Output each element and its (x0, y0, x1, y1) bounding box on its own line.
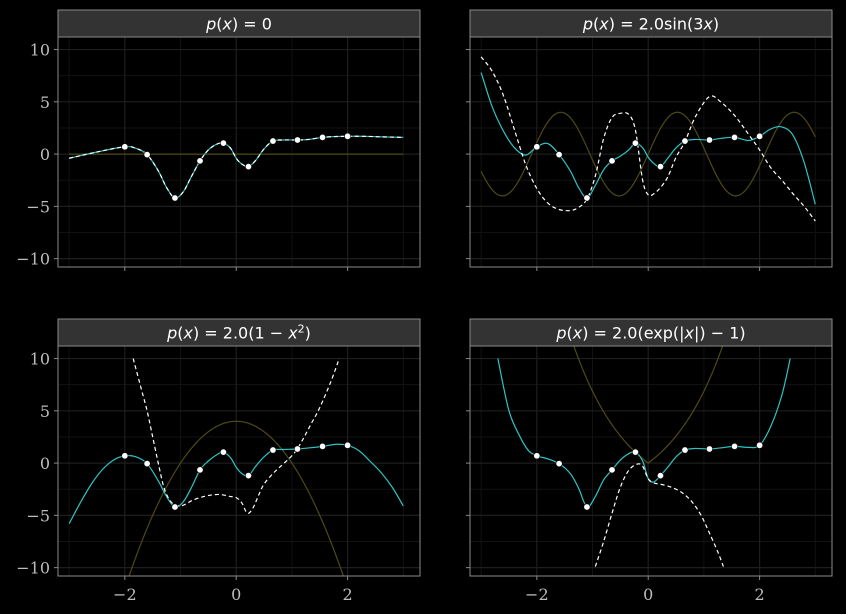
facet-strip (57, 318, 421, 347)
facet-title: p(x) = 0 (205, 15, 272, 34)
x-tick-label: 2 (755, 585, 765, 604)
data-point (705, 136, 713, 144)
plot-area (58, 346, 420, 576)
data-point (121, 452, 129, 460)
x-tick-label: 2 (343, 585, 353, 604)
data-point (681, 137, 689, 145)
panel-border (469, 345, 833, 577)
prior-curve (573, 346, 724, 464)
y-tick-label: −10 (16, 250, 50, 269)
data-point (756, 441, 764, 449)
data-point (681, 446, 689, 454)
facet-title: p(x) = 2.0sin(3x) (582, 15, 719, 34)
fit-curve (68, 443, 404, 525)
data-point (143, 151, 151, 159)
data-point (293, 136, 301, 144)
facet-panel-2: p(x) = 2.0sin(3x) (466, 9, 833, 271)
panel-border (469, 36, 833, 268)
data-point (656, 472, 664, 480)
facet-panel-4: p(x) = 2.0(exp(|x|) − 1) −2 0 2 (466, 318, 833, 604)
target-dashed-curve (594, 463, 724, 567)
data-point (533, 143, 541, 151)
data-point (555, 460, 563, 468)
x-tick-label: −2 (525, 585, 549, 604)
facet-panel-1: p(x) = 0 −10 −5 0 5 10 (16, 9, 421, 271)
data-point (344, 441, 352, 449)
data-point (319, 442, 327, 450)
data-point (171, 503, 179, 511)
x-tick-label: 0 (231, 585, 241, 604)
data-point (608, 466, 616, 474)
data-point (608, 157, 616, 165)
y-tick-label: −5 (26, 506, 50, 525)
data-point (143, 460, 151, 468)
data-point (583, 194, 591, 202)
data-point (269, 137, 277, 145)
facet-strip (469, 318, 833, 347)
data-point (705, 445, 713, 453)
prior-curve (128, 420, 344, 576)
prior-curve (480, 111, 816, 197)
y-tick-label: 10 (30, 41, 50, 60)
data-point (121, 143, 129, 151)
data-point (171, 194, 179, 202)
facet-title: p(x) = 2.0(exp(|x|) − 1) (555, 324, 745, 343)
plot-area (470, 346, 832, 576)
plot-area (58, 37, 420, 267)
facet-strip (469, 9, 833, 38)
y-tick-label: 0 (40, 145, 50, 164)
data-point (731, 442, 739, 450)
data-point (533, 452, 541, 460)
data-point (631, 139, 639, 147)
data-point (293, 445, 301, 453)
data-point (219, 139, 227, 147)
panel-border (57, 345, 421, 577)
facet-title: p(x) = 2.0(1 − x2) (166, 322, 311, 343)
data-point (756, 132, 764, 140)
data-point (319, 133, 327, 141)
y-tick-label: 5 (40, 402, 50, 421)
y-tick-label: 5 (40, 93, 50, 112)
plot-area (470, 37, 832, 267)
y-tick-label: −5 (26, 197, 50, 216)
data-point (219, 448, 227, 456)
data-point (244, 472, 252, 480)
data-point (269, 446, 277, 454)
x-tick-label: −2 (113, 585, 137, 604)
data-point (656, 163, 664, 171)
data-point (555, 151, 563, 159)
data-point (196, 466, 204, 474)
data-point (631, 448, 639, 456)
data-point (244, 163, 252, 171)
data-point (731, 133, 739, 141)
y-tick-label: 10 (30, 350, 50, 369)
data-point (196, 157, 204, 165)
facet-strip (57, 9, 421, 38)
data-point (344, 132, 352, 140)
panel-border (57, 36, 421, 268)
y-tick-label: −10 (16, 559, 50, 578)
x-tick-label: 0 (643, 585, 653, 604)
target-dashed-curve (480, 56, 816, 222)
facet-panel-3: p(x) = 2.0(1 − x2) −10 −5 0 5 10 −2 0 2 (16, 318, 421, 604)
data-point (583, 503, 591, 511)
y-tick-label: 0 (40, 454, 50, 473)
